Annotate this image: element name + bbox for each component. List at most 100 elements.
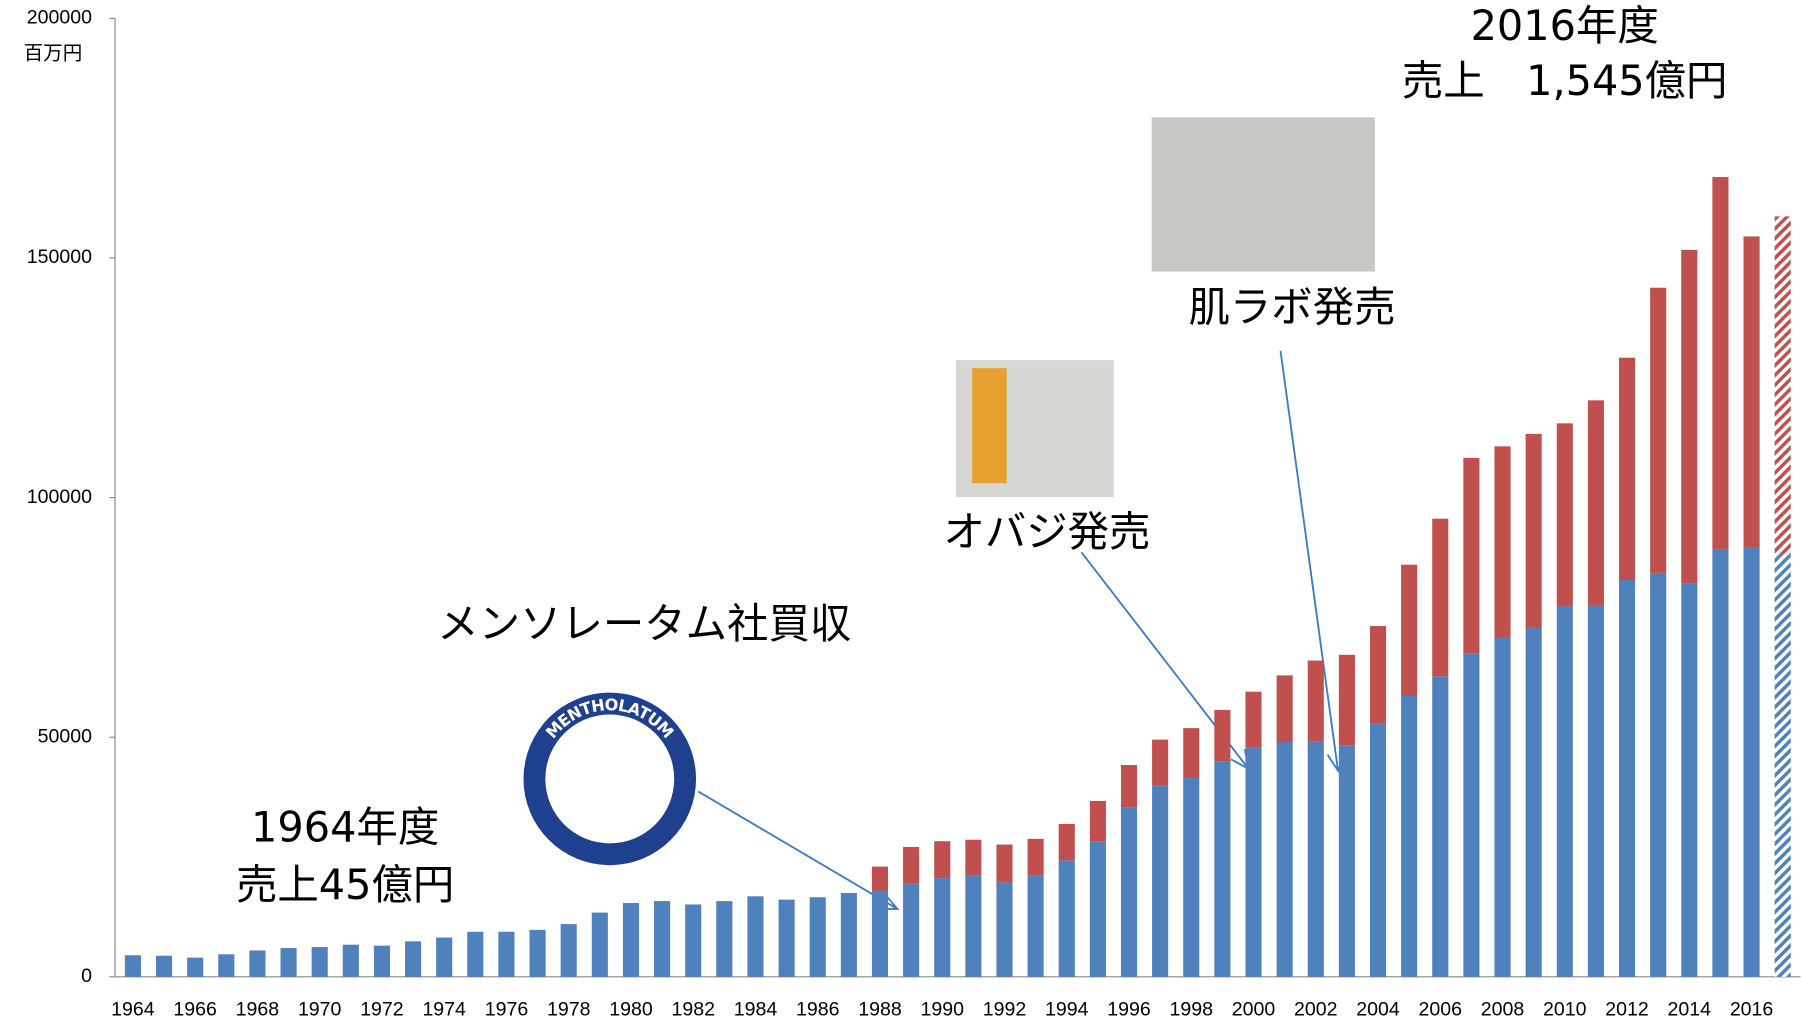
bar-segment: [1681, 583, 1698, 977]
product-photo: [1151, 117, 1375, 272]
bar-segment: [809, 897, 826, 977]
x-tick-label: 2004: [1356, 998, 1400, 1020]
bar-segment: [1369, 723, 1387, 977]
bar-segment: [1214, 761, 1231, 977]
bar-segment: [1245, 691, 1262, 748]
annotation: 2016年度: [1471, 2, 1659, 50]
x-tick-label: 2006: [1419, 998, 1463, 1020]
bar-segment: [1587, 400, 1604, 605]
bar-segment: [1276, 742, 1293, 977]
bar-segment: [840, 892, 857, 977]
bar-segment: [1307, 741, 1324, 977]
bar-segment: [1089, 800, 1106, 842]
annotation: 売上 1,545億円: [1402, 57, 1728, 105]
x-tick-label: 1976: [485, 998, 529, 1020]
bar-segment: [996, 882, 1013, 977]
x-tick-label: 1966: [173, 998, 217, 1020]
x-tick-label: 2002: [1294, 998, 1337, 1020]
bar-segment: [1369, 626, 1387, 724]
bar-segment: [1743, 547, 1760, 977]
x-tick-label: 2008: [1481, 998, 1525, 1020]
logo: MENTHOLATUM: [523, 692, 697, 866]
bar-segment: [716, 901, 733, 977]
bar-segment: [1183, 777, 1200, 977]
bar-segment: [1027, 838, 1044, 876]
bar-segment: [1152, 739, 1169, 786]
bar-segment: [467, 931, 484, 977]
y-tick-label: 100000: [27, 486, 92, 508]
y-tick-label: 50000: [38, 725, 92, 747]
bar-segment: [1245, 747, 1262, 977]
bar-segment: [903, 846, 920, 884]
y-tick-label: 200000: [27, 7, 92, 29]
bar-segment: [591, 912, 608, 977]
bar-segment: [965, 875, 982, 977]
x-tick-label: 1996: [1107, 998, 1151, 1020]
bar-segment: [280, 948, 297, 977]
x-tick-label: 2016: [1730, 998, 1774, 1020]
bar-segment: [1183, 728, 1200, 778]
x-tick-label: 2014: [1668, 998, 1712, 1020]
bar-segment: [1089, 841, 1106, 977]
x-tick-label: 1990: [920, 998, 964, 1020]
bar-segment: [405, 941, 422, 977]
x-tick-label: 1994: [1045, 998, 1089, 1020]
bar-segment: [311, 947, 328, 977]
bar-segment: [1152, 785, 1169, 977]
bar-segment: [1774, 554, 1791, 977]
bar-segment: [124, 955, 141, 977]
bar-segment: [1525, 626, 1542, 977]
y-tick-label: 150000: [27, 246, 92, 268]
bar-segment: [1401, 564, 1418, 697]
bar-segment: [1276, 675, 1293, 743]
bar-segment: [1556, 606, 1573, 977]
bar-segment: [1494, 446, 1511, 638]
bar-segment: [1712, 548, 1729, 977]
bar-segment: [1587, 604, 1604, 977]
bar-segment: [249, 950, 266, 977]
arrow: [1279, 350, 1339, 771]
bar-segment: [1681, 249, 1698, 584]
bar-segment: [1774, 216, 1791, 555]
bar-segment: [1494, 637, 1511, 977]
bar-segment: [1743, 236, 1760, 548]
x-tick-label: 1986: [796, 998, 840, 1020]
annotation: 売上45億円: [236, 861, 454, 909]
x-tick-label: 2012: [1605, 998, 1648, 1020]
bar-segment: [903, 883, 920, 977]
bar-segment: [747, 896, 764, 977]
x-tick-label: 1964: [111, 998, 155, 1020]
bar-segment: [871, 866, 889, 891]
x-tick-label: 1972: [360, 998, 403, 1020]
x-tick-label: 1984: [734, 998, 778, 1020]
bar-segment: [1618, 580, 1636, 977]
bar-segment: [1618, 357, 1636, 581]
bar-segment: [1058, 823, 1075, 861]
bar-segment: [1120, 765, 1138, 808]
y-unit: 百万円: [24, 42, 83, 64]
x-tick-label: 1974: [422, 998, 466, 1020]
bar-segment: [1027, 875, 1044, 977]
bar-segment: [1463, 653, 1480, 977]
bar-segment: [1307, 660, 1324, 742]
bar-segment: [1525, 433, 1542, 627]
bar-segment: [498, 931, 515, 977]
bar-segment: [778, 899, 795, 977]
bar-segment: [654, 901, 671, 977]
bar-segment: [1650, 572, 1667, 977]
logo-center: [545, 714, 675, 844]
bar-segment: [529, 929, 546, 977]
x-tick-label: 2000: [1232, 998, 1276, 1020]
x-tick-label: 1968: [236, 998, 280, 1020]
y-tick-label: 0: [81, 965, 92, 987]
bar-segment: [934, 878, 951, 977]
bar-segment: [1432, 518, 1449, 677]
bar-segment: [1556, 423, 1573, 607]
bar-segment: [622, 903, 640, 977]
bar-segment: [1338, 654, 1355, 746]
bar-segment: [1214, 709, 1231, 762]
bar-segment: [1401, 696, 1418, 977]
annotation: オバジ発売: [943, 508, 1150, 556]
annotation: 1964年度: [251, 804, 439, 852]
bar-segment: [1650, 287, 1667, 573]
